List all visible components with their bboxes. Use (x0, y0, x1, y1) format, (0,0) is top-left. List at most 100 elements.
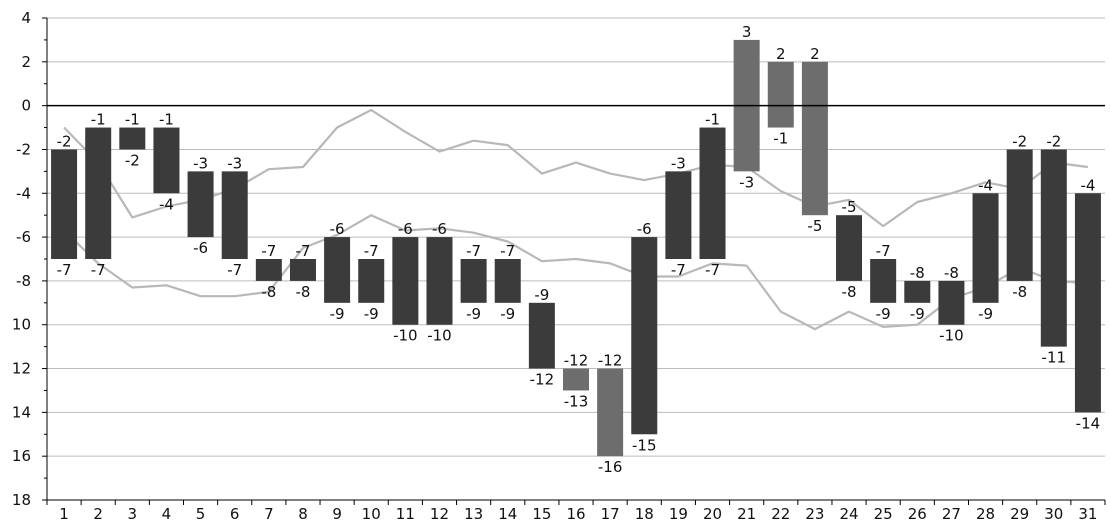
x-tick-label: 4 (162, 505, 172, 522)
bar-31 (1074, 193, 1101, 413)
bar-low-label: -5 (807, 217, 822, 235)
y-tick-label: 4 (21, 9, 31, 27)
bar-high-label: -8 (910, 264, 925, 282)
line-series-layer (63, 108, 1089, 331)
bar-high-label: -9 (534, 286, 549, 304)
bar-low-label: -7 (91, 261, 106, 279)
bar-high-label: -7 (261, 242, 276, 260)
bar-low-label: -10 (939, 327, 964, 345)
bar-30 (1040, 149, 1067, 347)
x-tick-label: 30 (1044, 505, 1063, 522)
bar-low-label: -8 (1012, 283, 1027, 301)
x-tick-label: 5 (196, 505, 206, 522)
bar-low-label: -10 (427, 327, 452, 345)
bar-20 (699, 127, 726, 259)
bar-low-label: -7 (705, 261, 720, 279)
bar-low-label: -9 (978, 305, 993, 323)
bar-12 (426, 237, 453, 325)
bar-17 (597, 368, 624, 457)
bar-low-label: -8 (295, 283, 310, 301)
x-tick-label: 10 (362, 505, 381, 522)
bar-high-label: -2 (57, 132, 72, 150)
x-tick-label: 18 (635, 505, 654, 522)
bar-high-label: 2 (776, 45, 786, 63)
bar-23 (801, 61, 828, 216)
line-series (63, 108, 1089, 228)
bar-high-label: -4 (1080, 176, 1095, 194)
x-tick-label: 1 (59, 505, 69, 522)
bar-high-label: 3 (742, 23, 752, 41)
bar-high-label: -3 (193, 154, 208, 172)
bar-high-label: -3 (227, 154, 242, 172)
bar-high-label: -6 (637, 220, 652, 238)
bar-low-label: -13 (564, 392, 589, 410)
y-tick-label: -4 (16, 184, 31, 202)
bar-low-label: -15 (632, 436, 657, 454)
bar-low-label: -9 (876, 305, 891, 323)
bar-low-label: -3 (739, 173, 754, 191)
bar-high-label: -1 (159, 111, 174, 129)
bar-7 (255, 259, 282, 281)
x-tick-label: 19 (669, 505, 688, 522)
x-tick-label: 22 (771, 505, 790, 522)
bar-low-label: -8 (261, 283, 276, 301)
bar-8 (289, 259, 316, 281)
x-tick-label: 26 (908, 505, 927, 522)
x-tick-label: 14 (498, 505, 517, 522)
bar-2 (85, 127, 112, 259)
bar-high-label: -7 (295, 242, 310, 260)
bar-high-label: -12 (564, 352, 589, 370)
x-tick-label: 7 (264, 505, 274, 522)
bar-high-label: -5 (842, 198, 857, 216)
bar-low-label: -11 (1042, 349, 1067, 367)
y-tick-label: 12 (12, 360, 31, 378)
bar-low-label: -8 (842, 283, 857, 301)
bar-1 (51, 149, 78, 259)
bar-11 (392, 237, 419, 325)
y-tick-label: 16 (12, 447, 31, 465)
bar-low-label: -7 (57, 261, 72, 279)
bar-high-label: -1 (705, 111, 720, 129)
x-tick-label: 6 (230, 505, 240, 522)
bar-28 (972, 193, 999, 303)
bar-low-label: -16 (598, 458, 623, 476)
bar-high-label: 2 (810, 45, 820, 63)
bar-13 (460, 259, 487, 303)
x-tick-label: 20 (703, 505, 722, 522)
bar-high-label: -7 (500, 242, 515, 260)
bar-low-label: -9 (330, 305, 345, 323)
bar-high-label: -7 (876, 242, 891, 260)
line-series (63, 214, 1088, 331)
bar-high-label: -2 (1012, 132, 1027, 150)
bar-29 (1006, 149, 1033, 281)
y-tick-label: 14 (12, 403, 31, 421)
bar-low-label: -14 (1076, 414, 1101, 432)
bar-low-label: -7 (671, 261, 686, 279)
x-tick-label: 9 (332, 505, 342, 522)
x-tick-label: 16 (566, 505, 585, 522)
bar-high-label: -6 (330, 220, 345, 238)
bar-high-label: -6 (432, 220, 447, 238)
y-tick-label: -6 (16, 228, 31, 246)
bar-27 (938, 280, 965, 325)
data-labels: -2 -7 -1 -7 -1 -2 -1 -4 -3 -6 -3 -7 -7 -8 -7 -8 -6 -9 -7 -9… (57, 23, 1101, 476)
bar-low-label: -9 (500, 305, 515, 323)
x-tick-label: 2 (93, 505, 103, 522)
bar-3 (119, 127, 146, 150)
bar-low-label: -1 (773, 130, 788, 148)
bar-5 (187, 171, 214, 238)
x-tick-label: 24 (839, 505, 858, 522)
bar-low-label: -9 (364, 305, 379, 323)
x-tick-label: 23 (805, 505, 824, 522)
y-tick-label: 0 (21, 97, 31, 115)
bar-4 (153, 127, 180, 194)
bar-high-label: -8 (944, 264, 959, 282)
bar-low-label: -4 (159, 195, 174, 213)
y-tick-label: 2 (21, 53, 31, 71)
bar-high-label: -1 (125, 111, 140, 129)
bar-low-label: -10 (393, 327, 418, 345)
bar-high-label: -4 (978, 176, 993, 194)
bar-low-label: -12 (530, 371, 555, 389)
